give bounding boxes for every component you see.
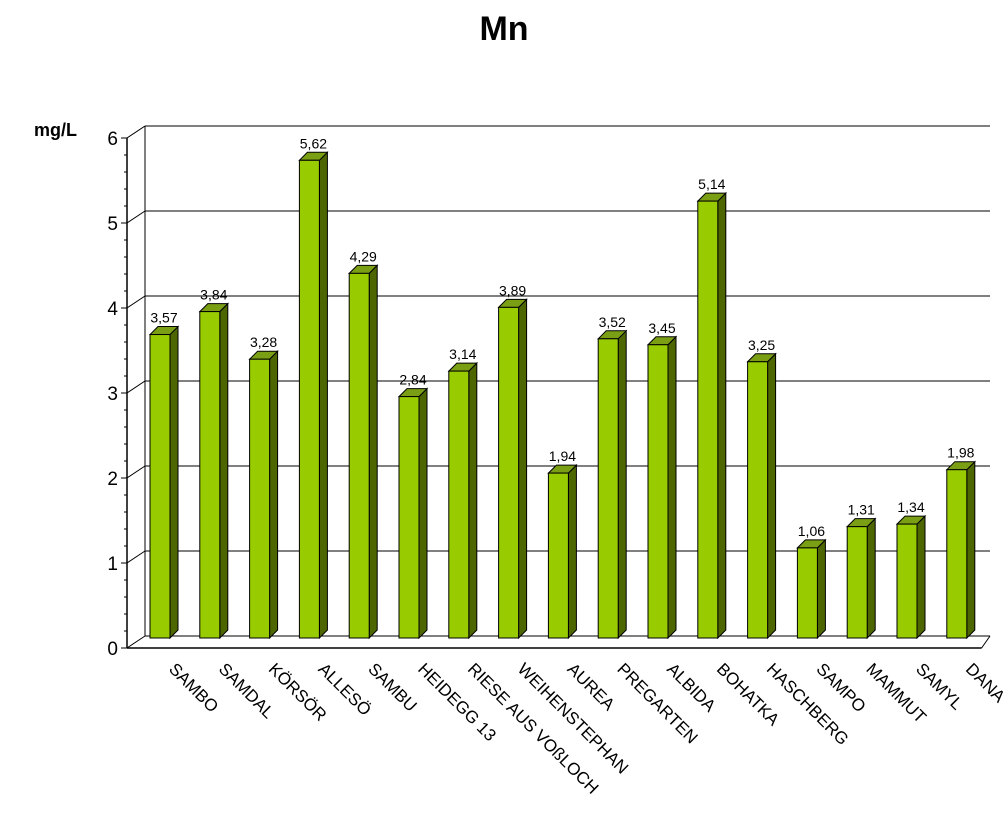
- value-label: 3,45: [648, 320, 675, 336]
- bar: [646, 335, 678, 640]
- bar-side: [269, 349, 279, 640]
- bar-side: [966, 460, 976, 640]
- bar: [746, 352, 777, 640]
- grid-connector: [126, 380, 146, 394]
- bar-side: [617, 329, 627, 640]
- bar-front: [796, 547, 818, 639]
- bar: [845, 517, 877, 640]
- bar: [895, 514, 927, 640]
- value-label: 1,98: [947, 445, 974, 461]
- value-labels: 3,57 3,84 3,28 5,62 4,29 2,84 3,14 3,89 1,94 3,52…: [150, 135, 974, 539]
- grid-connector: [126, 295, 146, 309]
- bar: [397, 387, 429, 640]
- bar-side: [866, 517, 876, 640]
- value-label: 3,25: [748, 337, 775, 353]
- bar-front: [498, 306, 520, 639]
- value-label: 3,52: [599, 314, 626, 330]
- bar-front: [249, 358, 271, 639]
- bar-side: [916, 514, 926, 640]
- value-label: 1,34: [897, 499, 924, 515]
- bar-front: [149, 334, 171, 639]
- bar-side: [468, 361, 478, 640]
- bar: [945, 460, 977, 640]
- value-label: 1,31: [848, 502, 875, 518]
- axes: [121, 126, 991, 649]
- y-tick-labels: 0 1 2 3 4 5 6: [107, 129, 118, 660]
- value-label: 5,14: [698, 176, 725, 192]
- x-tick-label: DANA: [962, 659, 1008, 706]
- bar-side: [667, 335, 677, 640]
- bar-front: [946, 469, 968, 639]
- value-label: 3,89: [499, 282, 526, 298]
- bar-front: [398, 396, 420, 639]
- bar-front: [896, 523, 918, 639]
- bar: [347, 264, 379, 640]
- y-tick-label: 0: [107, 639, 118, 660]
- bar-front: [348, 272, 370, 639]
- bar-front: [647, 344, 669, 639]
- bar: [198, 302, 230, 640]
- y-tick-label: 2: [107, 469, 118, 490]
- value-label: 3,84: [200, 287, 227, 303]
- value-label: 3,14: [449, 346, 476, 362]
- value-label: 2,84: [399, 372, 426, 388]
- bar-side: [318, 151, 328, 640]
- value-label: 3,28: [250, 334, 277, 350]
- grid-connector: [126, 635, 146, 649]
- bar-front: [747, 361, 769, 639]
- y-tick-label: 3: [107, 384, 118, 405]
- y-axis-unit-label: mg/L: [34, 120, 77, 140]
- bar-front: [597, 338, 619, 639]
- bars: [148, 151, 977, 640]
- value-label: 5,62: [300, 135, 327, 151]
- bar: [596, 329, 628, 640]
- bar-front: [846, 526, 868, 639]
- bar: [298, 151, 329, 640]
- y-tick-label: 6: [107, 129, 118, 150]
- bar-front: [547, 472, 569, 639]
- bar: [547, 463, 578, 640]
- value-label: 3,57: [150, 310, 177, 326]
- bar: [447, 361, 479, 640]
- y-tick-label: 5: [107, 214, 118, 235]
- bar: [696, 191, 728, 640]
- value-label: 4,29: [350, 248, 377, 264]
- y-tick-label: 4: [107, 299, 118, 320]
- bar-front: [448, 370, 470, 639]
- bar-side: [816, 538, 826, 640]
- bar-side: [169, 325, 179, 640]
- grid-connector: [126, 550, 146, 564]
- bar: [148, 325, 180, 640]
- bar-front: [199, 311, 221, 639]
- grid-connector: [126, 465, 146, 479]
- bar-side: [567, 463, 577, 640]
- y-tick-label: 1: [107, 554, 118, 575]
- bar-side: [368, 264, 378, 640]
- x-tick-label: SAMBO: [165, 659, 222, 716]
- bar: [248, 349, 279, 640]
- bar-front: [298, 159, 320, 639]
- bar-front: [697, 200, 719, 639]
- bar-side: [717, 191, 727, 640]
- bar-side: [518, 298, 528, 640]
- value-label: 1,94: [549, 448, 576, 464]
- grid-connector: [126, 210, 146, 224]
- bar-side: [767, 352, 777, 640]
- bar-side: [219, 302, 229, 640]
- chart-title: Mn: [479, 10, 529, 48]
- bar: [796, 538, 827, 640]
- bar: [497, 298, 528, 640]
- floor-right-edge: [981, 635, 991, 649]
- grid-connector: [126, 125, 146, 139]
- bar-side: [418, 387, 428, 640]
- value-label: 1,06: [798, 523, 825, 539]
